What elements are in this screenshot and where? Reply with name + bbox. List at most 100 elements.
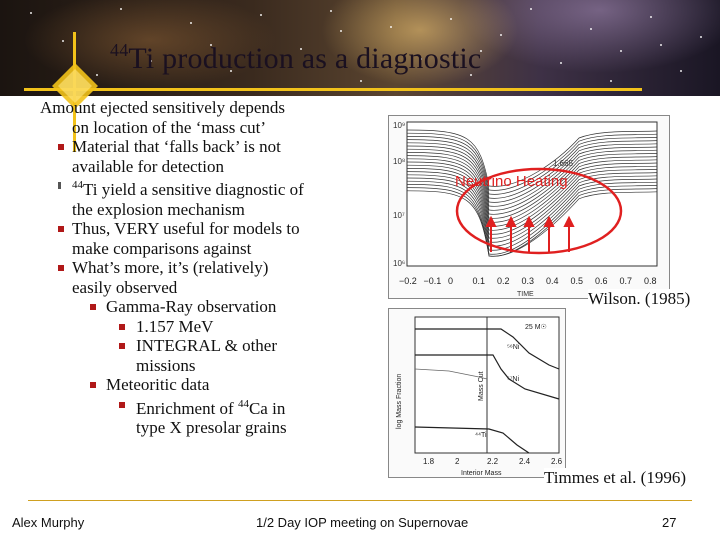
- footer-author: Alex Murphy: [12, 515, 85, 530]
- arrow-head-icon: [505, 215, 517, 227]
- title-superscript: 44: [110, 40, 129, 60]
- star-icon: [230, 70, 232, 72]
- slide-title: 44Ti production as a diagnostic: [110, 40, 481, 76]
- trajectory-curve: [406, 136, 658, 195]
- bullet-line: 1.157 MeV: [40, 317, 370, 337]
- trajectory-curve: [406, 158, 658, 223]
- star-icon: [390, 26, 392, 28]
- arrow-head-icon: [563, 215, 575, 227]
- bullet-text: INTEGRAL & other: [136, 336, 278, 355]
- bullet-marker-icon: [119, 401, 125, 408]
- trajectory-curve: [406, 148, 658, 211]
- timmes-caption: Timmes et al. (1996): [544, 468, 686, 488]
- star-icon: [420, 58, 422, 60]
- star-icon: [610, 80, 612, 82]
- star-icon: [470, 74, 472, 76]
- time-axis-label: TIME: [517, 291, 534, 298]
- mass-label: 25 M☉: [525, 323, 547, 331]
- x-tick-label: 0.8: [644, 276, 657, 286]
- trajectory-curve: [406, 190, 658, 257]
- bullet-line: Thus, VERY useful for models to: [40, 219, 370, 239]
- trajectory-curve: [406, 168, 658, 235]
- trajectory-curve: [406, 174, 658, 243]
- trajectory-curve: [406, 171, 658, 239]
- star-icon: [150, 60, 152, 62]
- ni56-label: ⁵⁶Ni: [507, 344, 520, 351]
- bullet-line: easily observed: [40, 278, 370, 298]
- wilson-caption: Wilson. (1985): [588, 289, 691, 309]
- y-tick-label: 10⁶: [393, 259, 405, 268]
- bullet-text: Enrichment of: [136, 398, 238, 418]
- bullet-text: Material that ‘falls back’ is not: [72, 137, 281, 156]
- bullet-text: What’s more, it’s (relatively): [72, 258, 269, 277]
- bullet-marker-icon: [58, 226, 64, 232]
- bullet-marker-icon: [119, 343, 125, 349]
- value-label: 1.665: [553, 159, 574, 168]
- bullet-line: missions: [40, 356, 370, 376]
- bullet-text: Meteoritic data: [106, 375, 210, 394]
- bullet-line: INTEGRAL & other: [40, 336, 370, 356]
- trajectory-curve: [406, 132, 658, 191]
- trajectory-curve: [406, 161, 658, 227]
- y-tick-label: 10⁸: [393, 157, 405, 166]
- x-tick-label: 0.6: [595, 276, 608, 286]
- trajectory-curve: [406, 164, 658, 231]
- star-icon: [620, 50, 622, 52]
- bullet-text: Ca in: [248, 398, 286, 418]
- bullet-line: Enrichment of 44Ca in: [40, 395, 370, 419]
- star-icon: [300, 48, 302, 50]
- star-icon: [210, 44, 212, 46]
- trajectory-curve: [406, 129, 658, 187]
- decor-horizontal-line: [24, 88, 642, 91]
- bullet-text: the explosion mechanism: [72, 199, 245, 219]
- trajectory-curve: [406, 139, 658, 199]
- trajectory-curve: [406, 155, 658, 219]
- bullet-text: make comparisons against: [72, 238, 252, 258]
- x-tick-label: 0.5: [571, 276, 584, 286]
- star-icon: [360, 80, 362, 82]
- star-icon: [190, 22, 192, 24]
- star-icon: [500, 34, 502, 36]
- x-axis-label: Interior Mass: [461, 470, 502, 477]
- arrow-head-icon: [543, 215, 555, 227]
- star-icon: [450, 18, 452, 20]
- x-tick-label: 2: [455, 457, 460, 466]
- star-icon: [62, 40, 64, 42]
- wilson-plot-svg: Neutrino Heating 1.665 10⁹ 10⁸ 10⁷ 10⁶ −0.2…: [393, 121, 658, 298]
- bullet-text: missions: [136, 355, 196, 375]
- star-icon: [96, 74, 98, 76]
- bullet-superscript: 44: [237, 397, 249, 410]
- bullet-text: type X presolar grains: [136, 418, 287, 437]
- x-tick-label: 2.4: [519, 457, 531, 466]
- x-tick-label: 0.4: [546, 276, 559, 286]
- bullet-line: Material that ‘falls back’ is not: [40, 137, 370, 157]
- bullet-line: on location of the ‘mass cut’: [40, 118, 370, 138]
- footer-page-number: 27: [662, 515, 677, 530]
- arrow-head-icon: [523, 215, 535, 227]
- bullet-superscript: 44: [72, 179, 83, 191]
- bullet-marker-icon: [58, 265, 64, 271]
- figure-timmes-plot: 25 M☉ ⁵⁶Ni ⁵⁷Ni ⁴⁴Ti Mass Cut log Mass F…: [388, 308, 566, 478]
- trajectory-curve: [406, 145, 658, 207]
- bullet-marker-icon: [58, 144, 64, 150]
- y-tick-label: 10⁹: [393, 121, 405, 130]
- trajectory-curve: [406, 177, 658, 247]
- bullet-text: Thus, VERY useful for models to: [72, 219, 300, 238]
- x-tick-label: −0.2: [399, 276, 417, 286]
- mass-cut-label: Mass Cut: [478, 371, 485, 401]
- timmes-plot-svg: 25 M☉ ⁵⁶Ni ⁵⁷Ni ⁴⁴Ti Mass Cut log Mass F…: [396, 316, 563, 477]
- bullet-line: make comparisons against: [40, 239, 370, 259]
- trajectory-curve: [406, 152, 658, 215]
- star-icon: [650, 16, 652, 18]
- x-tick-label: 0: [448, 276, 453, 286]
- y-axis-label: log Mass Fraction: [396, 374, 403, 429]
- bullet-line: available for detection: [40, 157, 370, 177]
- bullet-line: Gamma-Ray observation: [40, 297, 370, 317]
- bullet-marker-icon: [58, 182, 64, 189]
- bullet-text: easily observed: [72, 277, 178, 297]
- star-icon: [530, 8, 532, 10]
- figure-wilson-plot: Neutrino Heating 1.665 10⁹ 10⁸ 10⁷ 10⁶ −0.2…: [388, 115, 670, 299]
- star-icon: [340, 30, 342, 32]
- bullet-marker-icon: [90, 304, 96, 310]
- x-tick-label: 0.7: [620, 276, 633, 286]
